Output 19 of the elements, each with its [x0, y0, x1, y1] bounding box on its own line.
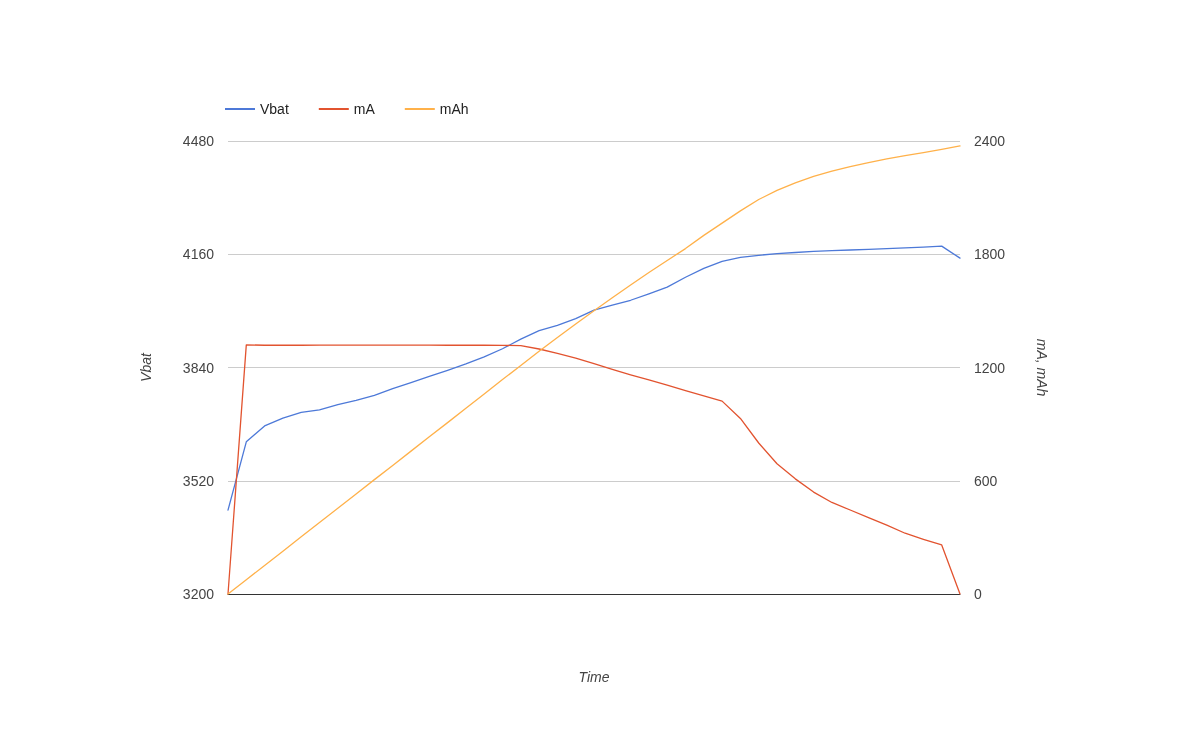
- y2-tick-label: 0: [974, 586, 982, 602]
- y-tick-label: 3520: [182, 472, 215, 489]
- y2-tick-label: 1800: [974, 246, 1006, 263]
- legend-label: mAh: [439, 101, 469, 117]
- y2-axis-title: mA, mAh: [1034, 338, 1050, 397]
- x-axis-title: Time: [578, 669, 610, 685]
- line-series: [227, 344, 961, 595]
- y-tick-label: 4160: [182, 246, 215, 263]
- line-series: [227, 145, 961, 595]
- y-tick-label: 3200: [182, 586, 215, 602]
- y2-tick-label: 2400: [974, 133, 1006, 149]
- y-tick-label: 3840: [182, 359, 215, 376]
- legend-label: mA: [353, 101, 376, 117]
- line-series: [227, 245, 961, 511]
- y2-tick-label: 1200: [974, 359, 1006, 376]
- y2-tick-label: 600: [974, 472, 998, 489]
- legend-label: Vbat: [260, 101, 289, 117]
- y-tick-label: 4480: [182, 133, 215, 149]
- y-axis-title: Vbat: [138, 352, 154, 382]
